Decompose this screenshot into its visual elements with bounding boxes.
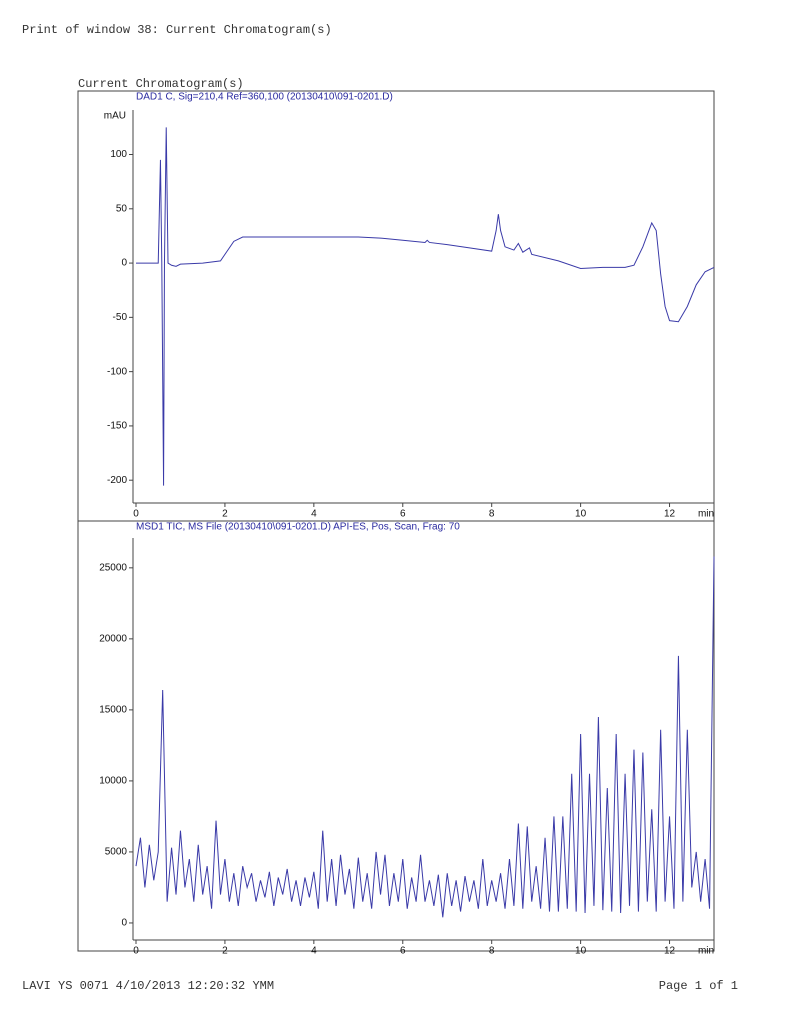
- x-tick-label: 10: [575, 509, 587, 520]
- window-header: Print of window 38: Current Chromatogram…: [22, 23, 332, 37]
- x-tick-label: 2: [222, 946, 228, 957]
- x-tick-label: 4: [311, 509, 317, 520]
- footer-left: LAVI YS 0071 4/10/2013 12:20:32 YMM: [22, 979, 274, 993]
- x-tick-label: 6: [400, 509, 406, 520]
- y-axis-label: mAU: [104, 111, 126, 122]
- chart-subtitle: MSD1 TIC, MS File (20130410\091-0201.D) …: [136, 522, 460, 533]
- x-tick-label: 12: [664, 509, 676, 520]
- y-tick-label: 0: [121, 258, 127, 269]
- y-tick-label: 50: [116, 203, 128, 214]
- footer-right: Page 1 of 1: [659, 979, 738, 993]
- x-tick-label: 12: [664, 946, 676, 957]
- y-tick-label: 0: [121, 918, 127, 929]
- trace: [136, 127, 715, 486]
- y-tick-label: 25000: [99, 562, 127, 573]
- x-tick-label: 6: [400, 946, 406, 957]
- y-tick-label: -150: [107, 421, 127, 432]
- x-tick-label: 2: [222, 509, 228, 520]
- y-tick-label: 10000: [99, 776, 127, 787]
- x-tick-label: 10: [575, 946, 587, 957]
- chart-subtitle: DAD1 C, Sig=210,4 Ref=360,100 (20130410\…: [136, 92, 393, 103]
- y-tick-label: 5000: [105, 847, 128, 858]
- x-tick-label: 0: [133, 946, 139, 957]
- y-tick-label: 20000: [99, 633, 127, 644]
- y-tick-label: 100: [110, 149, 127, 160]
- y-tick-label: -100: [107, 366, 127, 377]
- trace: [135, 556, 715, 918]
- x-axis-label: min: [698, 946, 714, 957]
- x-axis-label: min: [698, 509, 714, 520]
- x-tick-label: 0: [133, 509, 139, 520]
- x-tick-label: 8: [489, 946, 495, 957]
- y-tick-label: -50: [113, 312, 128, 323]
- section-title: Current Chromatogram(s): [78, 77, 244, 91]
- y-tick-label: 15000: [99, 705, 127, 716]
- x-tick-label: 8: [489, 509, 495, 520]
- x-tick-label: 4: [311, 946, 317, 957]
- y-tick-label: -200: [107, 475, 127, 486]
